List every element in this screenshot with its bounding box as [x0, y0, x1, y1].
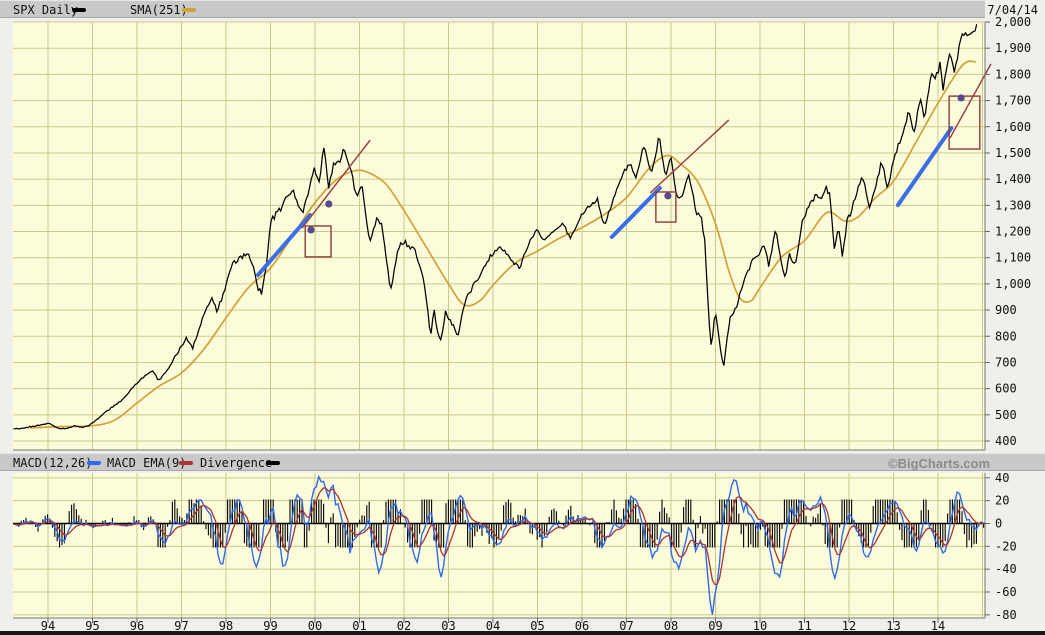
main-y-tick-label: 500 [995, 408, 1017, 422]
trendline-maroon [949, 63, 992, 139]
divergence-color-swatch [266, 461, 280, 465]
signal-dot [664, 192, 672, 200]
x-tick-label: 02 [397, 619, 411, 633]
main-legend-bar: SPX Daily SMA(251) [0, 0, 985, 18]
signal-box [304, 225, 332, 258]
x-tick-label: 03 [441, 619, 455, 633]
x-tick-label: 14 [931, 619, 945, 633]
main-y-tick-label: 800 [995, 329, 1017, 343]
main-y-tick-label: 1,200 [995, 225, 1031, 239]
main-price-chart: 2,000 1,900 1,800 1,700 1,600 1,500 1,400 1,300… [13, 15, 1031, 451]
signal-box [948, 95, 981, 150]
main-y-tick-label: 2,000 [995, 15, 1031, 29]
x-tick-label: 95 [85, 619, 99, 633]
main-y-axis: 2,000 1,900 1,800 1,700 1,600 1,500 1,400 1,300… [985, 15, 1031, 448]
x-tick-label: 99 [263, 619, 277, 633]
signal-box [655, 191, 677, 223]
x-tick-label: 07 [619, 619, 633, 633]
x-tick-label: 13 [886, 619, 900, 633]
ema-color-swatch [179, 461, 193, 465]
spx-price-series [13, 24, 978, 430]
bigcharts-watermark: ©BigCharts.com [888, 456, 991, 471]
x-tick-label: 09 [708, 619, 722, 633]
trendline-blue [256, 213, 313, 277]
macd-y-tick-label: 20 [995, 494, 1009, 508]
x-tick-label: 94 [41, 619, 55, 633]
x-tick-label: 08 [664, 619, 678, 633]
macd-y-tick-label: -20 [995, 539, 1017, 553]
macd-plot-background [13, 473, 985, 618]
x-axis: 94 95 96 97 98 99 00 01 02 03 04 05 06 07 08 09 10 11 12 13… [41, 618, 945, 633]
x-tick-label: 00 [308, 619, 322, 633]
chart-date: 7/04/14 [987, 3, 1038, 17]
x-tick-label: 97 [174, 619, 188, 633]
main-plot-background [13, 22, 985, 450]
annotations [256, 63, 992, 277]
macd-y-tick-label: -40 [995, 562, 1017, 576]
main-y-tick-label: 1,400 [995, 172, 1031, 186]
macd-y-axis: 40 20 0 -20 -40 -60 -80 [985, 471, 1017, 622]
divergence-label: Divergence [200, 456, 273, 470]
x-tick-label: 01 [352, 619, 366, 633]
x-tick-label: 98 [219, 619, 233, 633]
signal-dot [325, 200, 333, 208]
macd-ema-series [13, 487, 984, 586]
spx-color-swatch [72, 8, 86, 12]
window-bottom-border [0, 631, 1045, 635]
main-y-tick-label: 1,000 [995, 277, 1031, 291]
main-y-tick-label: 700 [995, 355, 1017, 369]
main-y-tick-label: 600 [995, 382, 1017, 396]
trendline-blue [609, 186, 662, 239]
macd-ema-label: MACD EMA(9) [107, 456, 187, 470]
sma-series [30, 60, 977, 429]
x-tick-label: 11 [797, 619, 811, 633]
main-y-tick-label: 400 [995, 434, 1017, 448]
main-y-tick-label: 1,700 [995, 94, 1031, 108]
sma-label: SMA(251) [130, 3, 188, 17]
trendline-blue [895, 126, 954, 208]
x-tick-label: 96 [130, 619, 144, 633]
main-y-tick-label: 1,900 [995, 41, 1031, 55]
macd-legend-bar: MACD(12,26) MACD EMA(9) Divergence ©BigC… [0, 453, 1045, 471]
main-gridlines [13, 21, 985, 450]
macd-y-tick-label: 40 [995, 471, 1009, 485]
main-y-tick-label: 900 [995, 303, 1017, 317]
signal-dot [957, 94, 965, 102]
macd-y-tick-label: -60 [995, 585, 1017, 599]
macd-gridlines [13, 473, 985, 618]
main-y-tick-label: 1,100 [995, 251, 1031, 265]
spx-daily-label: SPX Daily [13, 3, 79, 17]
x-tick-label: 04 [486, 619, 500, 633]
sma-color-swatch [182, 8, 196, 12]
trendline-maroon [649, 119, 730, 194]
x-tick-label: 10 [753, 619, 767, 633]
macd-y-tick-label: 0 [995, 517, 1002, 531]
x-tick-label: 05 [530, 619, 544, 633]
main-y-tick-label: 1,500 [995, 146, 1031, 160]
macd-line-series [13, 474, 985, 615]
signal-dot [307, 226, 315, 234]
macd-chart: 40 20 0 -20 -40 -60 -80 [13, 471, 1017, 622]
main-y-tick-label: 1,300 [995, 198, 1031, 212]
main-y-tick-label: 1,800 [995, 67, 1031, 81]
trendline-maroon [301, 139, 371, 229]
main-y-tick-label: 1,600 [995, 120, 1031, 134]
x-tick-label: 12 [842, 619, 856, 633]
macd-label: MACD(12,26) [13, 456, 93, 470]
macd-y-tick-label: -80 [995, 608, 1017, 622]
macd-color-swatch [87, 461, 101, 465]
x-tick-label: 06 [575, 619, 589, 633]
